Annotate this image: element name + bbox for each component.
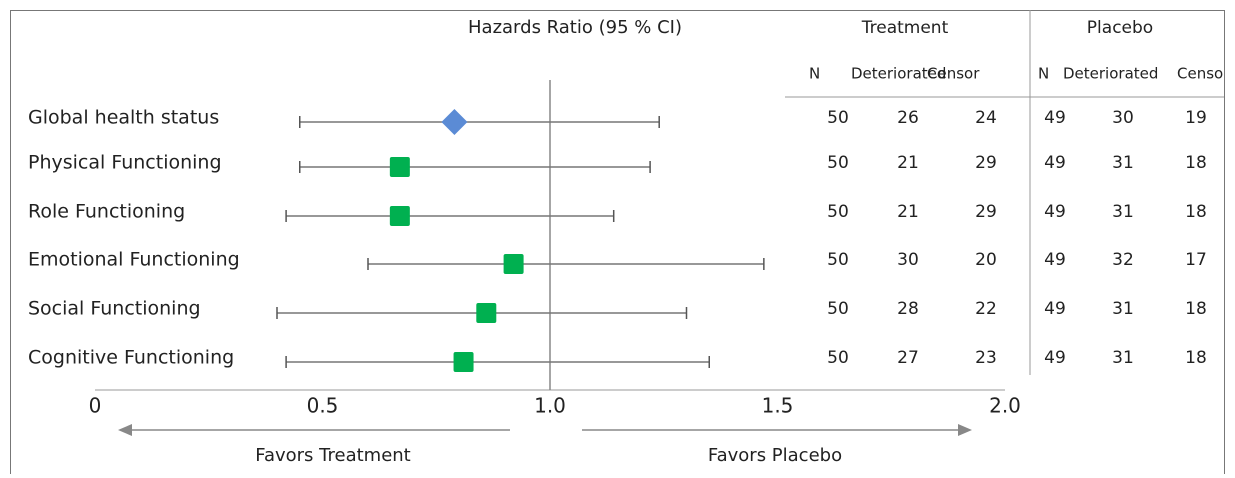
table-cell: 49 xyxy=(1044,108,1066,128)
arrow-head xyxy=(958,424,972,436)
table-cell: 21 xyxy=(897,202,919,222)
table-cell: 50 xyxy=(827,153,849,173)
table-cell: 31 xyxy=(1112,299,1134,319)
table-cell: 17 xyxy=(1185,250,1207,270)
table-cell: 23 xyxy=(975,348,997,368)
x-tick-label: 1.0 xyxy=(534,394,566,418)
annotation: Favors Placebo xyxy=(708,445,842,466)
table-cell: 50 xyxy=(827,250,849,270)
x-tick-label: 0.5 xyxy=(307,394,339,418)
table-cell: 18 xyxy=(1185,153,1207,173)
table-cell: 31 xyxy=(1112,348,1134,368)
table-cell: 50 xyxy=(827,202,849,222)
row-label: Cognitive Functioning xyxy=(28,347,234,369)
group-header: Treatment xyxy=(861,18,949,38)
table-cell: 49 xyxy=(1044,202,1066,222)
estimate-marker xyxy=(453,352,474,372)
table-cell: 50 xyxy=(827,348,849,368)
table-cell: 49 xyxy=(1044,348,1066,368)
table-cell: 50 xyxy=(827,299,849,319)
table-cell: 31 xyxy=(1112,202,1134,222)
table-cell: 28 xyxy=(897,299,919,319)
table-cell: 29 xyxy=(975,202,997,222)
table-cell: 21 xyxy=(897,153,919,173)
table-cell: 50 xyxy=(827,108,849,128)
row-label: Emotional Functioning xyxy=(28,249,240,271)
table-cell: 20 xyxy=(975,250,997,270)
group-header: Placebo xyxy=(1087,18,1153,38)
x-tick-label: 0 xyxy=(89,394,102,418)
row-label: Global health status xyxy=(28,107,219,129)
table-cell: 29 xyxy=(975,153,997,173)
row-label: Physical Functioning xyxy=(28,152,222,174)
column-header: Deteriorated xyxy=(1063,65,1158,83)
x-tick-label: 1.5 xyxy=(762,394,794,418)
table-cell: 27 xyxy=(897,348,919,368)
row-label: Role Functioning xyxy=(28,201,185,223)
table-cell: 18 xyxy=(1185,348,1207,368)
x-tick-label: 2.0 xyxy=(989,394,1021,418)
table-cell: 49 xyxy=(1044,153,1066,173)
table-cell: 18 xyxy=(1185,299,1207,319)
annotation: Favors Treatment xyxy=(255,445,411,466)
table-cell: 32 xyxy=(1112,250,1134,270)
table-cell: 30 xyxy=(897,250,919,270)
column-header: N xyxy=(809,65,820,83)
table-cell: 18 xyxy=(1185,202,1207,222)
arrow-head xyxy=(118,424,132,436)
column-header: Censor xyxy=(927,65,980,83)
table-cell: 31 xyxy=(1112,153,1134,173)
estimate-marker xyxy=(503,254,524,274)
estimate-marker xyxy=(441,109,468,135)
table-cell: 49 xyxy=(1044,299,1066,319)
table-cell: 26 xyxy=(897,108,919,128)
table-cell: 24 xyxy=(975,108,997,128)
table-cell: 19 xyxy=(1185,108,1207,128)
table-cell: 49 xyxy=(1044,250,1066,270)
table-cell: 22 xyxy=(975,299,997,319)
column-header: N xyxy=(1038,65,1049,83)
frame xyxy=(10,10,1225,478)
estimate-marker xyxy=(389,157,410,177)
row-label: Social Functioning xyxy=(28,298,201,320)
chart-title: Hazards Ratio (95 % CI) xyxy=(468,17,682,38)
column-header: Deteriorated xyxy=(851,65,946,83)
table-cell: 30 xyxy=(1112,108,1134,128)
estimate-marker xyxy=(389,206,410,226)
column-header: Censor xyxy=(1177,65,1230,83)
estimate-marker xyxy=(476,303,497,323)
